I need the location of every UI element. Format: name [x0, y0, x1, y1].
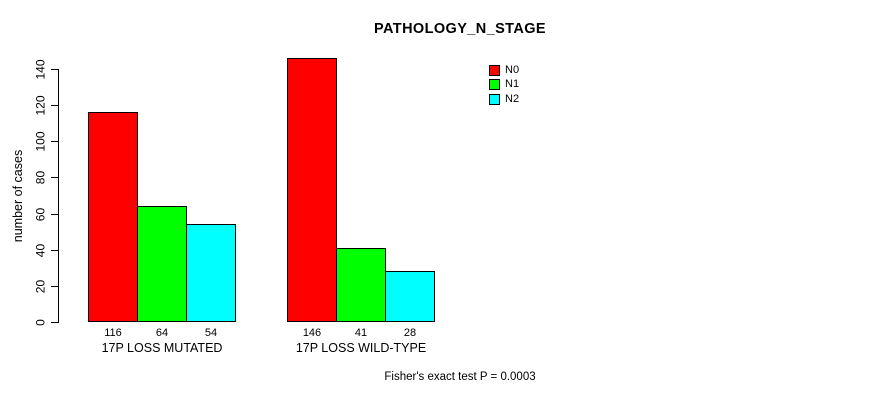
y-tick-mark	[51, 214, 58, 215]
y-tick-mark	[51, 105, 58, 106]
bar-n2-group1	[186, 224, 236, 322]
y-tick-label: 60	[33, 207, 48, 222]
legend-swatch-n0	[489, 65, 500, 76]
y-tick-mark	[51, 141, 58, 142]
legend-swatch-n1	[489, 79, 500, 90]
bar-value-label: 54	[204, 327, 218, 339]
y-tick-mark	[51, 69, 58, 70]
y-tick-label: 100	[33, 131, 48, 152]
bar-n0-group1	[88, 112, 138, 322]
y-tick-label: 20	[33, 279, 48, 294]
y-tick-label: 140	[33, 59, 48, 80]
bar-n2-group2	[385, 271, 435, 322]
legend-label-n1: N1	[505, 78, 520, 90]
bar-n1-group2	[336, 248, 386, 322]
y-tick-label: 120	[33, 95, 48, 116]
legend-label-n2: N2	[505, 93, 520, 105]
bar-value-label: 116	[104, 327, 122, 339]
y-tick-label: 40	[33, 243, 48, 258]
y-tick-mark	[51, 322, 58, 323]
chart-title: PATHOLOGY_N_STAGE	[374, 21, 546, 37]
y-tick-label: 80	[33, 170, 48, 185]
bar-value-label: 64	[155, 327, 169, 339]
y-tick-label: 0	[33, 319, 48, 326]
bar-n0-group2	[287, 58, 337, 322]
y-tick-mark	[51, 177, 58, 178]
legend-label-n0: N0	[505, 64, 520, 76]
y-axis-label: number of cases	[11, 149, 25, 243]
x-category-label: 17P LOSS WILD-TYPE	[295, 341, 427, 355]
y-tick-mark	[51, 250, 58, 251]
legend-swatch-n2	[489, 94, 500, 105]
bar-n1-group1	[137, 206, 187, 322]
y-tick-mark	[51, 286, 58, 287]
stat-annotation: Fisher's exact test P = 0.0003	[384, 371, 536, 383]
bar-value-label: 28	[403, 327, 417, 339]
x-category-label: 17P LOSS MUTATED	[101, 341, 223, 355]
bar-value-label: 146	[302, 327, 322, 339]
y-axis-line	[58, 69, 59, 323]
bar-value-label: 41	[354, 327, 368, 339]
